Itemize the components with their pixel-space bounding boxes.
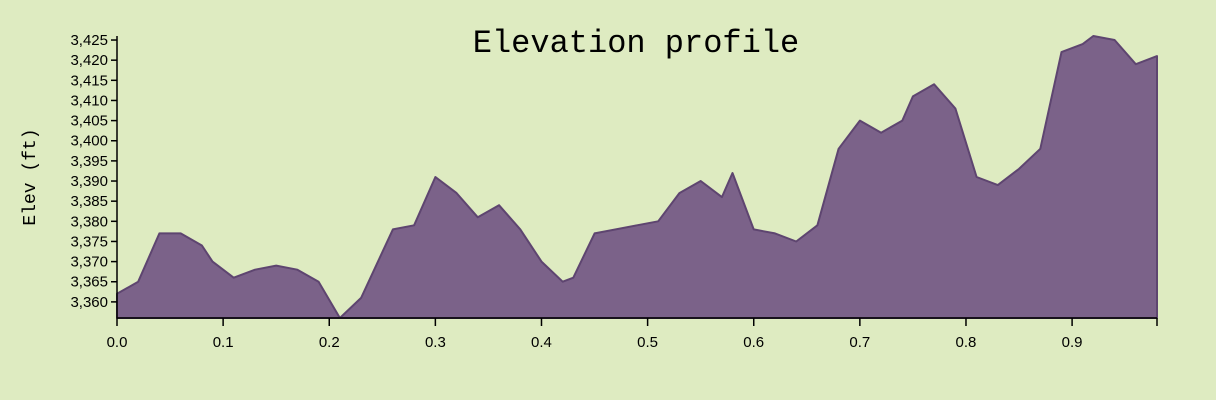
x-tick-label: 0.1 [213, 334, 234, 351]
elevation-area [116, 35, 1158, 319]
x-axis: 0.0 0.1 0.2 0.3 0.4 0.5 0.6 0.7 0.8 0.9 [107, 317, 1158, 351]
y-tick-label: 3,405 [70, 113, 108, 130]
y-axis: 3,360 3,365 3,370 3,375 3,380 3,385 3,390 3,395… [70, 32, 118, 318]
y-tick-label: 3,400 [70, 133, 108, 150]
x-tick-label: 0.9 [1062, 334, 1083, 351]
y-tick-label: 3,365 [70, 274, 108, 291]
plot-area [116, 35, 1158, 319]
y-tick-label: 3,385 [70, 193, 108, 210]
y-tick-label: 3,375 [70, 233, 108, 250]
y-tick-label: 3,370 [70, 254, 108, 271]
y-tick-label: 3,390 [70, 173, 108, 190]
y-tick-label: 3,410 [70, 92, 108, 109]
y-tick-label: 3,380 [70, 213, 108, 230]
y-tick-label: 3,395 [70, 153, 108, 170]
y-tick-label: 3,425 [70, 32, 108, 49]
y-axis-label: Elev (ft) [21, 128, 41, 225]
y-tick-label: 3,420 [70, 52, 108, 69]
x-tick-label: 0.7 [849, 334, 870, 351]
chart-title: Elevation profile [473, 25, 799, 62]
x-tick-label: 0.5 [637, 334, 658, 351]
x-tick-label: 0.6 [743, 334, 764, 351]
y-tick-label: 3,415 [70, 72, 108, 89]
x-tick-label: 0.0 [107, 334, 128, 351]
x-tick-label: 0.8 [956, 334, 977, 351]
x-tick-label: 0.4 [531, 334, 552, 351]
y-tick-label: 3,360 [70, 294, 108, 311]
x-tick-label: 0.3 [425, 334, 446, 351]
x-tick-label: 0.2 [319, 334, 340, 351]
